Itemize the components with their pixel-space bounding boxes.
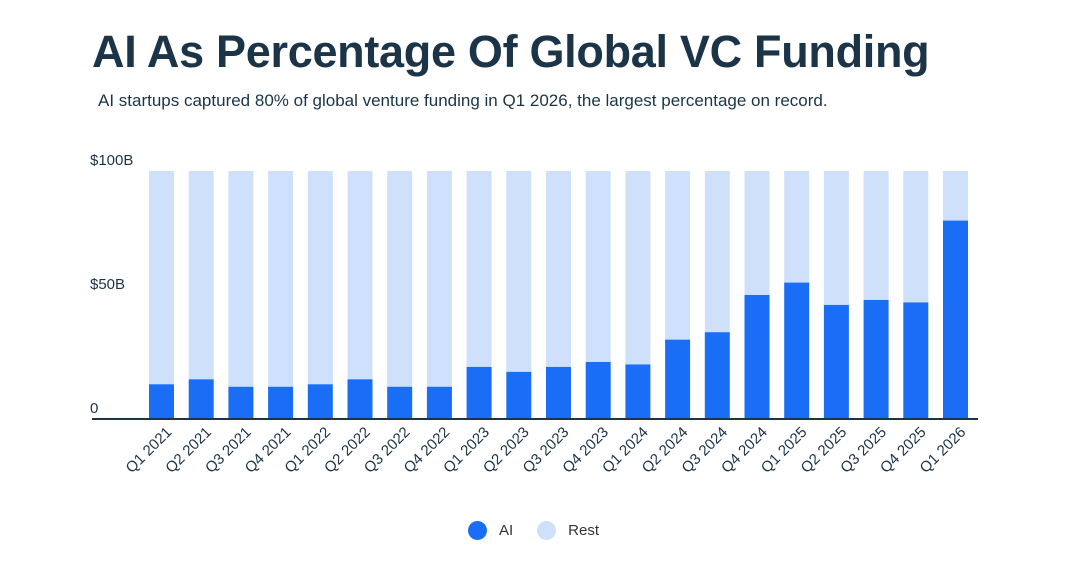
bar-ai <box>704 332 730 419</box>
bar-rest <box>347 171 373 380</box>
bar-rest <box>585 171 611 362</box>
bar-ai <box>228 386 254 419</box>
bar-ai <box>585 361 611 419</box>
chart-legend: AI Rest <box>0 521 1067 540</box>
legend-swatch-ai <box>467 521 487 540</box>
chart-title: AI As Percentage Of Global VC Funding <box>92 26 930 77</box>
bar-rest <box>823 171 849 305</box>
y-tick-label: $100B <box>90 152 133 169</box>
bar-rest <box>863 171 889 300</box>
legend-label-rest: Rest <box>568 522 600 539</box>
bar-ai <box>506 371 532 419</box>
bar-rest <box>704 171 730 333</box>
legend-label-ai: AI <box>498 522 514 539</box>
legend-swatch-rest <box>537 521 557 540</box>
legend-item-ai[interactable]: AI <box>467 521 514 540</box>
bar-rest <box>387 171 413 387</box>
bar-ai <box>387 386 413 419</box>
bar-ai <box>426 386 452 419</box>
bar-ai <box>823 304 849 419</box>
y-tick-label: $50B <box>90 276 125 293</box>
bar-rest <box>149 171 174 385</box>
bar-ai <box>665 339 691 419</box>
y-tick-label: 0 <box>90 400 98 417</box>
chart-subtitle: AI startups captured 80% of global ventu… <box>98 91 828 110</box>
bar-rest <box>546 171 571 367</box>
bar-ai <box>903 302 929 419</box>
bar-rest <box>307 171 333 385</box>
bar-rest <box>943 171 968 221</box>
bar-ai <box>268 386 294 419</box>
bar-rest <box>665 171 691 340</box>
bar-ai <box>347 379 373 419</box>
bar-ai <box>466 366 492 419</box>
bar-ai <box>625 364 651 419</box>
bar-rest <box>268 171 294 387</box>
bar-ai <box>744 295 770 419</box>
bar-ai <box>149 384 174 419</box>
bar-rest <box>466 171 492 367</box>
bar-ai <box>546 366 571 419</box>
bar-rest <box>506 171 532 372</box>
legend-item-rest[interactable]: Rest <box>537 521 599 540</box>
bar-rest <box>744 171 770 295</box>
bar-ai <box>943 220 968 419</box>
bar-ai <box>307 384 333 419</box>
bar-rest <box>784 171 810 283</box>
bar-rest <box>228 171 254 387</box>
bar-rest <box>426 171 452 387</box>
bar-ai <box>863 299 889 419</box>
bar-rest <box>903 171 929 303</box>
bar-rest <box>188 171 214 380</box>
bar-ai <box>188 379 214 419</box>
bar-ai <box>784 282 810 419</box>
bar-rest <box>625 171 651 365</box>
